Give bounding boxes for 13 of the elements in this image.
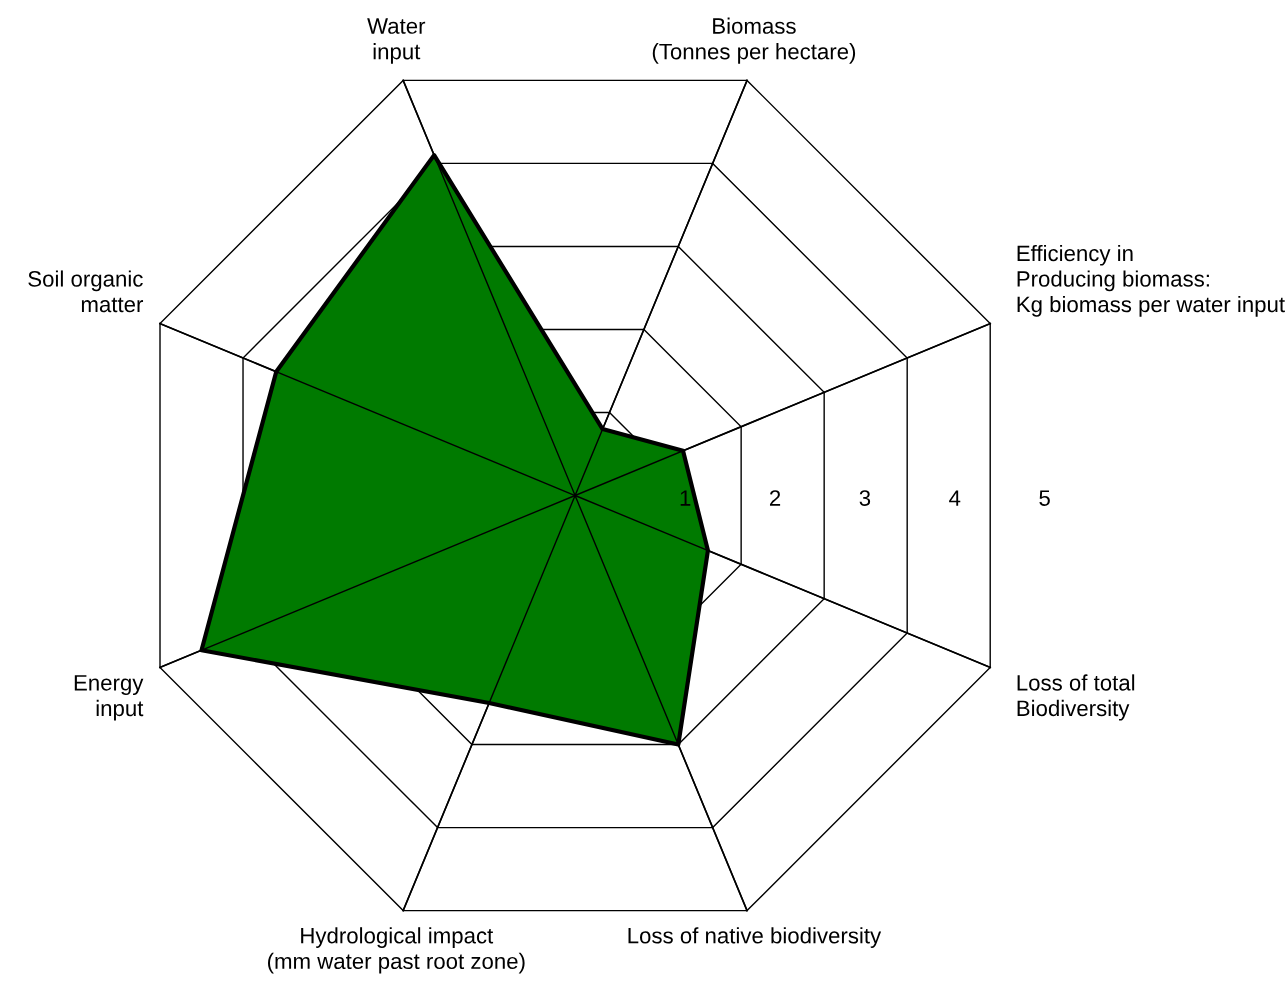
spoke-label: Hydrological impact (mm water past root zone) <box>268 927 525 974</box>
y-tick-label: 5 <box>1039 490 1050 506</box>
spoke-label: Loss of native biodiversity <box>628 927 882 948</box>
y-tick-label: 2 <box>769 490 781 506</box>
spoke-label: Efficiency in Producing biomass: Kg biomass per water input <box>1017 244 1285 317</box>
spoke-label: Energy input <box>74 675 144 721</box>
spoke-label: Loss of total Biodiversity <box>1017 674 1135 721</box>
y-tick-label: 3 <box>859 490 871 506</box>
spoke-label: Soil organic matter <box>28 270 144 313</box>
y-tick-label: 1 <box>680 490 691 506</box>
spoke-label: Water input <box>367 18 426 64</box>
y-tick-label: 4 <box>949 490 961 506</box>
spoke-label: Biomass (Tonnes per hectare) <box>652 17 856 64</box>
